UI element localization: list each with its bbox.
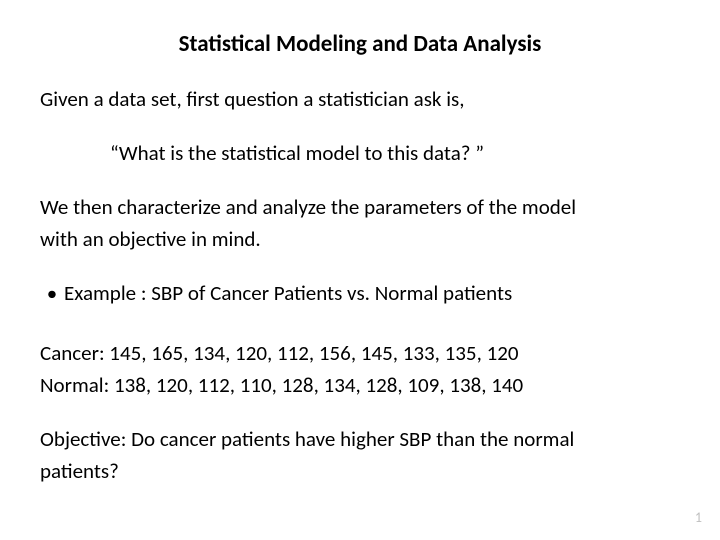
description-line-2: with an objective in mind.: [40, 226, 680, 252]
description-line-1: We then characterize and analyze the par…: [40, 194, 680, 220]
objective-line-2: patients?: [40, 458, 680, 484]
slide: Statistical Modeling and Data Analysis G…: [0, 0, 720, 540]
normal-data: Normal: 138, 120, 112, 110, 128, 134, 12…: [40, 372, 680, 398]
bullet-item: • Example : SBP of Cancer Patients vs. N…: [40, 280, 680, 312]
bullet-text: Example : SBP of Cancer Patients vs. Nor…: [64, 280, 512, 306]
objective-line-1: Objective: Do cancer patients have highe…: [40, 426, 680, 452]
data-block: Cancer: 145, 165, 134, 120, 112, 156, 14…: [40, 340, 680, 398]
slide-title: Statistical Modeling and Data Analysis: [40, 30, 680, 58]
bullet-icon: •: [40, 280, 64, 312]
bullet-block: • Example : SBP of Cancer Patients vs. N…: [40, 280, 680, 312]
page-number: 1: [695, 509, 702, 526]
cancer-data: Cancer: 145, 165, 134, 120, 112, 156, 14…: [40, 340, 680, 366]
objective-block: Objective: Do cancer patients have highe…: [40, 426, 680, 484]
description-block: We then characterize and analyze the par…: [40, 194, 680, 252]
quote-text: “What is the statistical model to this d…: [110, 140, 680, 166]
intro-text: Given a data set, first question a stati…: [40, 86, 680, 112]
quote-block: “What is the statistical model to this d…: [40, 140, 680, 166]
intro-block: Given a data set, first question a stati…: [40, 86, 680, 112]
